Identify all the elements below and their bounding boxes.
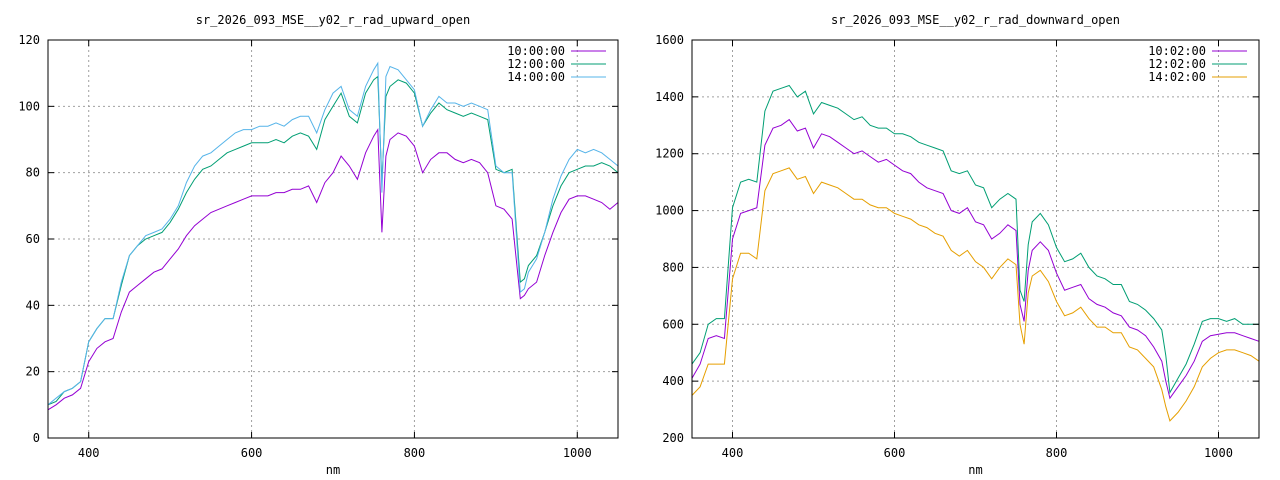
legend-label: 14:02:00 xyxy=(1148,70,1206,84)
x-tick-label: 400 xyxy=(78,446,100,460)
axis-ticks: 0 20 40 60 80 100 120 400 600 800 1000 xyxy=(18,33,618,460)
y-tick-label: 1600 xyxy=(655,33,684,47)
x-axis-label: nm xyxy=(968,463,982,477)
x-tick-label: 1000 xyxy=(563,446,592,460)
legend-label: 14:00:00 xyxy=(507,70,565,84)
grid xyxy=(692,40,1259,438)
y-tick-label: 100 xyxy=(18,99,40,113)
legend-label: 10:02:00 xyxy=(1148,44,1206,58)
legend-label: 10:00:00 xyxy=(507,44,565,58)
plot-lines xyxy=(47,61,619,411)
grid xyxy=(48,40,618,438)
y-tick-label: 1200 xyxy=(655,147,684,161)
series-line-10-00-00 xyxy=(47,127,619,411)
series-line-10-02-00 xyxy=(691,118,1260,400)
x-tick-label: 800 xyxy=(1046,446,1068,460)
legend-label: 12:02:00 xyxy=(1148,57,1206,71)
chart-downward-radiance: sr_2026_093_MSE__y02_r_rad_downward_open… xyxy=(655,13,1260,477)
series-line-12-02-00 xyxy=(691,84,1259,395)
y-tick-label: 60 xyxy=(26,232,40,246)
y-tick-label: 600 xyxy=(662,317,684,331)
y-tick-label: 40 xyxy=(26,298,40,312)
x-tick-label: 600 xyxy=(241,446,263,460)
plot-frame xyxy=(691,39,1260,439)
legend-label: 12:00:00 xyxy=(507,57,565,71)
series-line-14-00-00 xyxy=(47,61,619,406)
y-tick-label: 1400 xyxy=(655,90,684,104)
y-tick-label: 20 xyxy=(26,365,40,379)
x-tick-label: 800 xyxy=(404,446,426,460)
y-tick-label: 400 xyxy=(662,374,684,388)
chart-title: sr_2026_093_MSE__y02_r_rad_downward_open xyxy=(831,13,1120,27)
y-tick-label: 80 xyxy=(26,166,40,180)
y-tick-label: 0 xyxy=(33,431,40,445)
x-tick-label: 1000 xyxy=(1204,446,1233,460)
y-tick-label: 1000 xyxy=(655,204,684,218)
y-tick-label: 800 xyxy=(662,260,684,274)
axis-ticks: 200 400 600 800 1000 1200 1400 1600 400 600 800 100… xyxy=(655,33,1259,460)
y-tick-label: 120 xyxy=(18,33,40,47)
series-line-12-00-00 xyxy=(47,75,619,406)
series-line-14-02-00 xyxy=(691,167,1260,422)
x-tick-label: 600 xyxy=(884,446,906,460)
x-tick-label: 400 xyxy=(722,446,744,460)
y-tick-label: 200 xyxy=(662,431,684,445)
chart-upward-radiance: sr_2026_093_MSE__y02_r_rad_upward_open n… xyxy=(18,13,619,477)
plot-lines xyxy=(691,84,1260,422)
x-axis-label: nm xyxy=(326,463,340,477)
chart-title: sr_2026_093_MSE__y02_r_rad_upward_open xyxy=(196,13,471,27)
